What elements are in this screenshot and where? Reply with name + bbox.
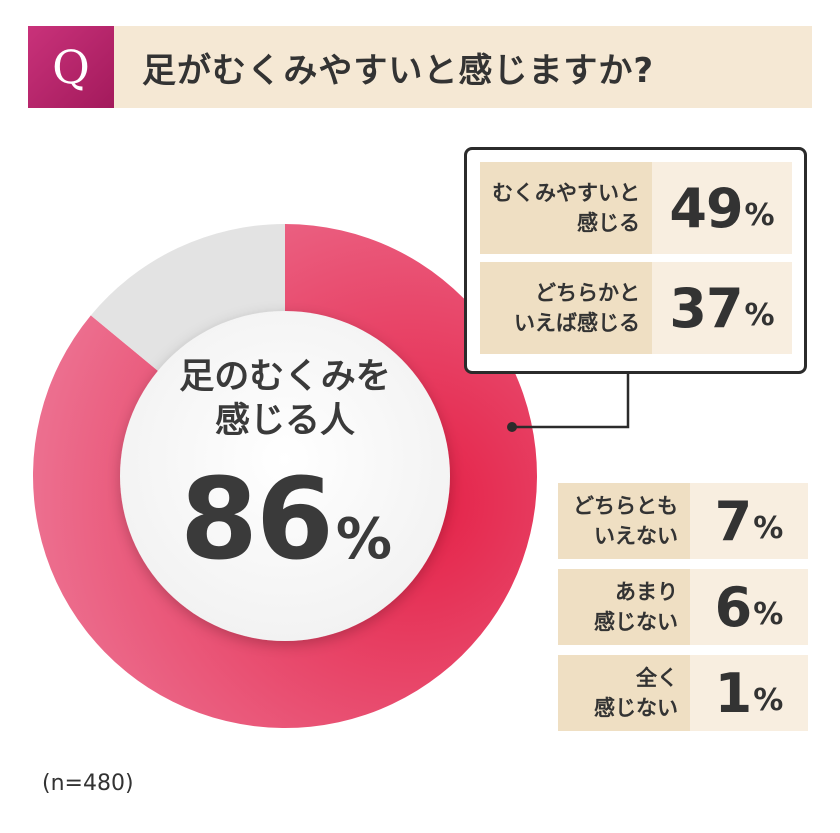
breakdown-label: 全く感じない (558, 655, 690, 731)
breakdown-unit: % (753, 682, 784, 718)
center-label-line2: 感じる人 (214, 401, 355, 441)
breakdown-label-line1: 全く (636, 666, 678, 690)
breakdown-label-line2: いえない (594, 524, 678, 548)
breakdown-value: 6% (690, 569, 808, 645)
breakdown-number: 6 (714, 575, 753, 639)
question-badge: Q (28, 26, 114, 108)
breakdown-unit: % (753, 596, 784, 632)
breakdown-label-line1: あまり (615, 580, 678, 604)
breakdown-unit: % (753, 510, 784, 546)
breakdown-label-line2: いえば感じる (514, 311, 640, 335)
question-text: 足がむくみやすいと感じますか? (114, 26, 812, 108)
breakdown-number: 7 (714, 489, 753, 553)
breakdown-label-line1: どちらかと (535, 281, 640, 305)
breakdown-row: あまり 感じない 6% (558, 569, 808, 645)
breakdown-label: どちらともいえない (558, 483, 690, 559)
question-bar: Q 足がむくみやすいと感じますか? (28, 26, 812, 108)
breakdown-label: むくみやすいと感じる (480, 162, 652, 254)
breakdown-value: 7% (690, 483, 808, 559)
center-label: 足のむくみを 感じる人 (140, 355, 430, 443)
center-unit: % (335, 507, 392, 572)
sample-size-note: (n=480) (42, 771, 134, 796)
breakdown-number: 37 (669, 276, 743, 340)
callout-connector (512, 374, 630, 429)
donut-hole (120, 311, 450, 641)
breakdown-label-line1: どちらとも (573, 494, 678, 518)
breakdown-value: 37% (652, 262, 792, 354)
center-label-line1: 足のむくみを (179, 357, 391, 397)
center-percentage: 86% (140, 455, 430, 585)
breakdown-label-line2: 感じる (577, 211, 640, 235)
breakdown-row: どちらかと いえば感じる 37% (480, 262, 792, 354)
breakdown-row: むくみやすいと 感じる 49% (480, 162, 792, 254)
breakdown-row: 全く 感じない 1% (558, 655, 808, 731)
breakdown-label: どちらかといえば感じる (480, 262, 652, 354)
breakdown-number: 49 (669, 176, 743, 240)
breakdown-label-line1: むくみやすいと (492, 181, 640, 205)
breakdown-label-line2: 感じない (594, 610, 678, 634)
breakdown-label: あまり感じない (558, 569, 690, 645)
breakdown-value: 1% (690, 655, 808, 731)
breakdown-value: 49% (652, 162, 792, 254)
breakdown-row: どちらとも いえない 7% (558, 483, 808, 559)
breakdown-unit: % (744, 297, 775, 333)
breakdown-unit: % (744, 197, 775, 233)
callout-dot (507, 422, 517, 432)
breakdown-number: 1 (714, 661, 753, 725)
breakdown-label-line2: 感じない (594, 696, 678, 720)
center-value: 86 (180, 455, 334, 585)
